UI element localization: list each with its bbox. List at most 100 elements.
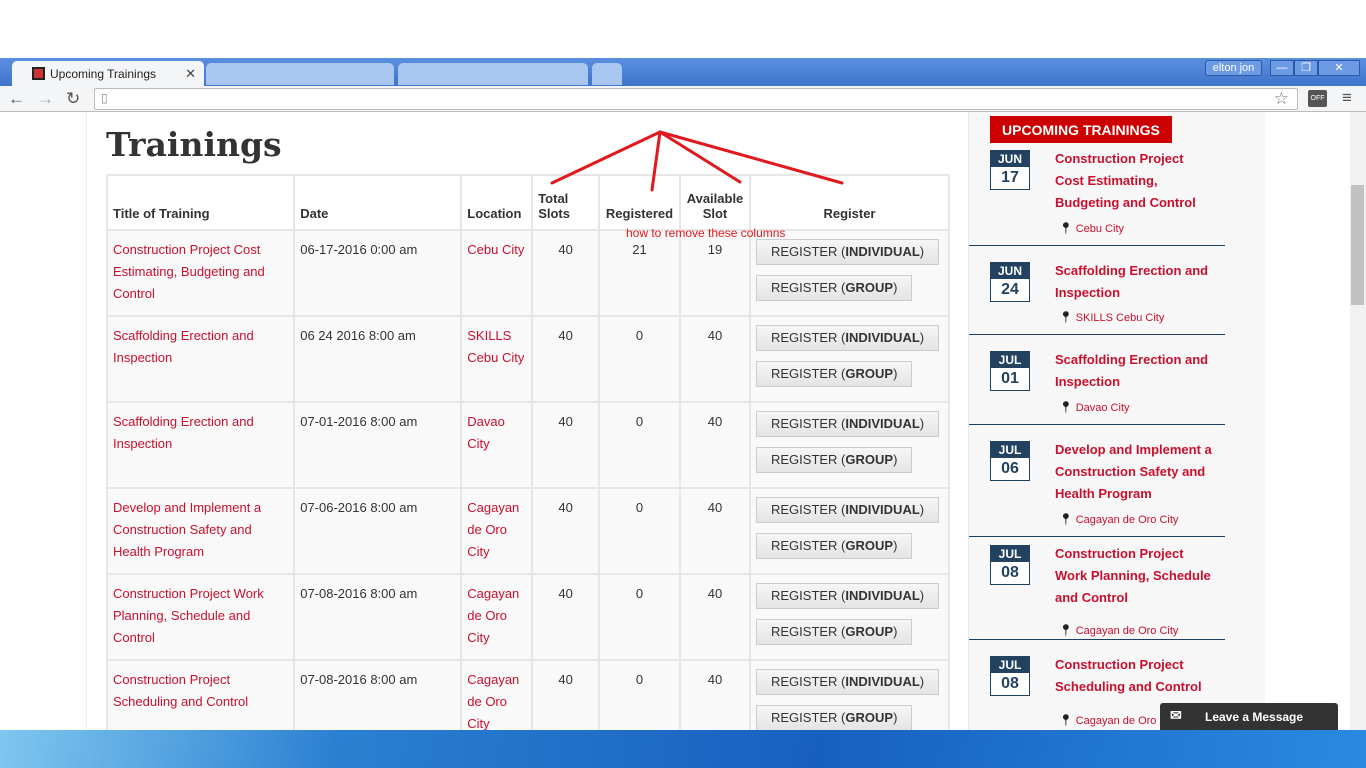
training-title-link[interactable]: Construction Project Cost Estimating, Bu… bbox=[113, 242, 265, 301]
btn-prefix: REGISTER ( bbox=[770, 588, 846, 603]
sidebar-training-title[interactable]: Construction Project Work Planning, Sche… bbox=[1055, 546, 1211, 605]
tab-3[interactable] bbox=[398, 63, 588, 85]
sidebar-training-item[interactable]: JUL 08 Construction Project Work Planning… bbox=[969, 537, 1225, 640]
training-title-link[interactable]: Construction Project Scheduling and Cont… bbox=[113, 672, 249, 709]
training-location-link[interactable]: SKILLS Cebu City bbox=[467, 328, 525, 365]
total-slots: 40 bbox=[531, 315, 601, 403]
restore-icon[interactable]: ❐ bbox=[1294, 60, 1318, 76]
btn-bold: GROUP bbox=[845, 366, 894, 381]
sidebar-training-title[interactable]: Scaffolding Erection and Inspection bbox=[1055, 352, 1209, 389]
date-badge: JUL 08 bbox=[990, 545, 1030, 585]
location-text: Cagayan de Oro bbox=[1075, 715, 1157, 727]
trainings-table: Title of Training Date Location Total Sl… bbox=[105, 174, 951, 730]
extension-off-icon[interactable]: OFF bbox=[1308, 90, 1327, 107]
training-location-link[interactable]: Cebu City bbox=[467, 242, 525, 257]
register-individual-button[interactable]: REGISTER (INDIVIDUAL) bbox=[755, 325, 940, 351]
btn-bold: INDIVIDUAL bbox=[845, 588, 920, 603]
sidebar-training-item[interactable]: JUN 24 Scaffolding Erection and Inspectio… bbox=[969, 254, 1225, 335]
sidebar-training-item[interactable]: JUL 01 Scaffolding Erection and Inspectio… bbox=[969, 343, 1225, 425]
btn-bold: GROUP bbox=[845, 624, 894, 639]
btn-prefix: REGISTER ( bbox=[770, 674, 846, 689]
scrollbar-thumb[interactable] bbox=[1351, 185, 1364, 305]
close-tab-icon[interactable]: ✕ bbox=[185, 66, 196, 81]
register-individual-button[interactable]: REGISTER (INDIVIDUAL) bbox=[755, 583, 940, 609]
sidebar-training-item[interactable]: JUN 17 Construction Project Cost Estimati… bbox=[969, 142, 1225, 246]
menu-icon[interactable]: ≡ bbox=[1342, 88, 1352, 107]
training-location-link[interactable]: Cagayan de Oro City bbox=[467, 500, 520, 559]
total-slots: 40 bbox=[531, 659, 601, 730]
sidebar-training-title[interactable]: Develop and Implement a Construction Saf… bbox=[1055, 442, 1212, 501]
training-location-link[interactable]: Cagayan de Oro City bbox=[467, 672, 520, 730]
sidebar-location: 📍 Cagayan de Oro City bbox=[1059, 624, 1178, 637]
map-pin-icon: 📍 bbox=[1059, 402, 1073, 414]
reload-icon[interactable]: ↻ bbox=[66, 89, 81, 108]
register-individual-button[interactable]: REGISTER (INDIVIDUAL) bbox=[755, 497, 940, 523]
location-text: SKILLS Cebu City bbox=[1075, 312, 1165, 324]
tab-bar: Upcoming Trainings ✕ elton jon — ❐ ✕ bbox=[0, 58, 1366, 86]
annotation-text: how to remove these columns bbox=[626, 226, 786, 240]
btn-suffix: ) bbox=[919, 674, 925, 689]
btn-bold: INDIVIDUAL bbox=[845, 416, 920, 431]
training-date: 07-06-2016 8:00 am bbox=[293, 487, 463, 575]
registered-count: 21 bbox=[598, 229, 681, 317]
register-group-button[interactable]: REGISTER (GROUP) bbox=[755, 533, 913, 559]
back-icon[interactable]: ← bbox=[8, 89, 25, 108]
available-slots: 40 bbox=[679, 659, 751, 730]
profile-button[interactable]: elton jon bbox=[1205, 60, 1262, 76]
location-text: Cebu City bbox=[1075, 223, 1124, 235]
date-day: 24 bbox=[1001, 281, 1019, 298]
btn-bold: INDIVIDUAL bbox=[845, 244, 920, 259]
training-title-link[interactable]: Scaffolding Erection and Inspection bbox=[113, 328, 254, 365]
total-slots: 40 bbox=[531, 229, 601, 317]
sidebar-training-title[interactable]: Construction Project Scheduling and Cont… bbox=[1055, 657, 1202, 694]
leave-message-button[interactable]: ✉ Leave a Message bbox=[1160, 703, 1338, 731]
register-group-button[interactable]: REGISTER (GROUP) bbox=[755, 447, 913, 473]
register-group-button[interactable]: REGISTER (GROUP) bbox=[755, 619, 913, 645]
btn-prefix: REGISTER ( bbox=[770, 538, 846, 553]
training-location-link[interactable]: Davao City bbox=[467, 414, 505, 451]
btn-prefix: REGISTER ( bbox=[770, 244, 846, 259]
registered-count: 0 bbox=[598, 573, 681, 661]
register-group-button[interactable]: REGISTER (GROUP) bbox=[755, 361, 913, 387]
training-date: 07-08-2016 8:00 am bbox=[293, 573, 463, 661]
sidebar-location: 📍 Davao City bbox=[1059, 401, 1130, 414]
table-header: Title of Training Date Location Total Sl… bbox=[105, 174, 951, 231]
training-title-link[interactable]: Develop and Implement a Construction Saf… bbox=[113, 500, 262, 559]
sidebar: UPCOMING TRAININGS JUN 17 Construction Pr… bbox=[968, 112, 1265, 730]
available-slots: 40 bbox=[679, 315, 751, 403]
close-window-icon[interactable]: ✕ bbox=[1318, 60, 1360, 76]
btn-suffix: ) bbox=[893, 538, 898, 553]
tab-upcoming-trainings[interactable]: Upcoming Trainings ✕ bbox=[12, 61, 204, 86]
sidebar-training-title[interactable]: Construction Project Cost Estimating, Bu… bbox=[1055, 151, 1196, 210]
minimize-icon[interactable]: — bbox=[1270, 60, 1294, 76]
sidebar-training-item[interactable]: JUL 06 Develop and Implement a Constructi… bbox=[969, 433, 1225, 537]
date-month: JUL bbox=[991, 352, 1029, 368]
header-registered: Registered bbox=[598, 174, 681, 231]
btn-suffix: ) bbox=[919, 416, 925, 431]
address-bar[interactable]: ▯ ☆ bbox=[94, 88, 1298, 110]
btn-prefix: REGISTER ( bbox=[770, 280, 846, 295]
btn-prefix: REGISTER ( bbox=[770, 452, 846, 467]
date-day: 08 bbox=[1001, 675, 1019, 692]
register-group-button[interactable]: REGISTER (GROUP) bbox=[755, 705, 913, 730]
register-individual-button[interactable]: REGISTER (INDIVIDUAL) bbox=[755, 669, 940, 695]
training-title-link[interactable]: Construction Project Work Planning, Sche… bbox=[113, 586, 264, 645]
header-register: Register bbox=[748, 174, 951, 231]
btn-bold: INDIVIDUAL bbox=[845, 502, 920, 517]
date-month: JUN bbox=[991, 151, 1029, 167]
sidebar-training-item[interactable]: JUL 08 Construction Project Scheduling an… bbox=[969, 648, 1225, 730]
forward-icon[interactable]: → bbox=[37, 89, 54, 108]
bookmark-star-icon[interactable]: ☆ bbox=[1273, 89, 1289, 108]
training-title-link[interactable]: Scaffolding Erection and Inspection bbox=[113, 414, 254, 451]
new-tab-button[interactable] bbox=[592, 63, 622, 85]
sidebar-training-title[interactable]: Scaffolding Erection and Inspection bbox=[1055, 263, 1209, 300]
training-location-link[interactable]: Cagayan de Oro City bbox=[467, 586, 520, 645]
register-group-button[interactable]: REGISTER (GROUP) bbox=[755, 275, 913, 301]
register-individual-button[interactable]: REGISTER (INDIVIDUAL) bbox=[755, 411, 940, 437]
btn-suffix: ) bbox=[919, 330, 925, 345]
tab-2[interactable] bbox=[206, 63, 394, 85]
map-pin-icon: 📍 bbox=[1059, 312, 1073, 324]
table-row: Construction Project Scheduling and Cont… bbox=[105, 659, 951, 730]
btn-bold: GROUP bbox=[845, 538, 894, 553]
register-individual-button[interactable]: REGISTER (INDIVIDUAL) bbox=[755, 239, 940, 265]
